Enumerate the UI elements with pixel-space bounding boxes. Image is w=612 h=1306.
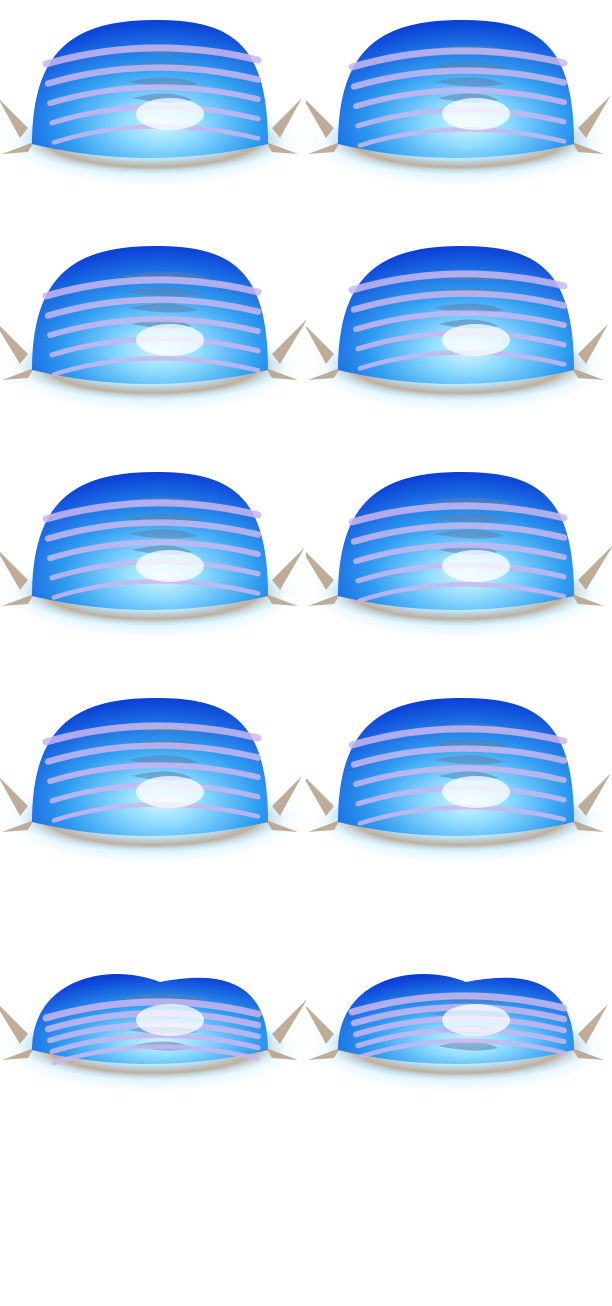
core-glow (442, 776, 510, 808)
swirl-streaks (42, 276, 262, 377)
frame-9 (0, 904, 306, 1130)
frame-1 (0, 0, 306, 226)
core-glow (136, 324, 204, 356)
frame-3 (0, 226, 306, 452)
frame-2 (306, 0, 612, 226)
frame-6 (306, 452, 612, 678)
swirl-streaks (42, 722, 262, 823)
swirl-streaks (348, 725, 568, 826)
core-glow (136, 98, 204, 130)
core-glow (442, 98, 510, 130)
debris-spikes (306, 1004, 608, 1060)
core-glow (442, 324, 510, 356)
frame-8 (306, 678, 612, 904)
debris-spikes (306, 546, 612, 606)
debris-spikes (0, 98, 302, 154)
debris-spikes (0, 547, 305, 606)
core-glow (136, 1004, 204, 1036)
debris-spikes (306, 773, 611, 832)
core-glow (442, 550, 510, 582)
frame-7 (0, 678, 306, 904)
debris-spikes (0, 776, 302, 832)
core-glow (442, 1004, 510, 1036)
swirl-streaks (42, 44, 262, 145)
frame-4 (306, 226, 612, 452)
frame-5 (0, 452, 306, 678)
debris-spikes (306, 324, 608, 380)
core-glow (136, 550, 204, 582)
debris-spikes (0, 320, 306, 380)
core-glow (136, 776, 204, 808)
frame-10 (306, 904, 612, 1130)
debris-spikes (0, 1000, 306, 1060)
debris-spikes (306, 95, 611, 154)
